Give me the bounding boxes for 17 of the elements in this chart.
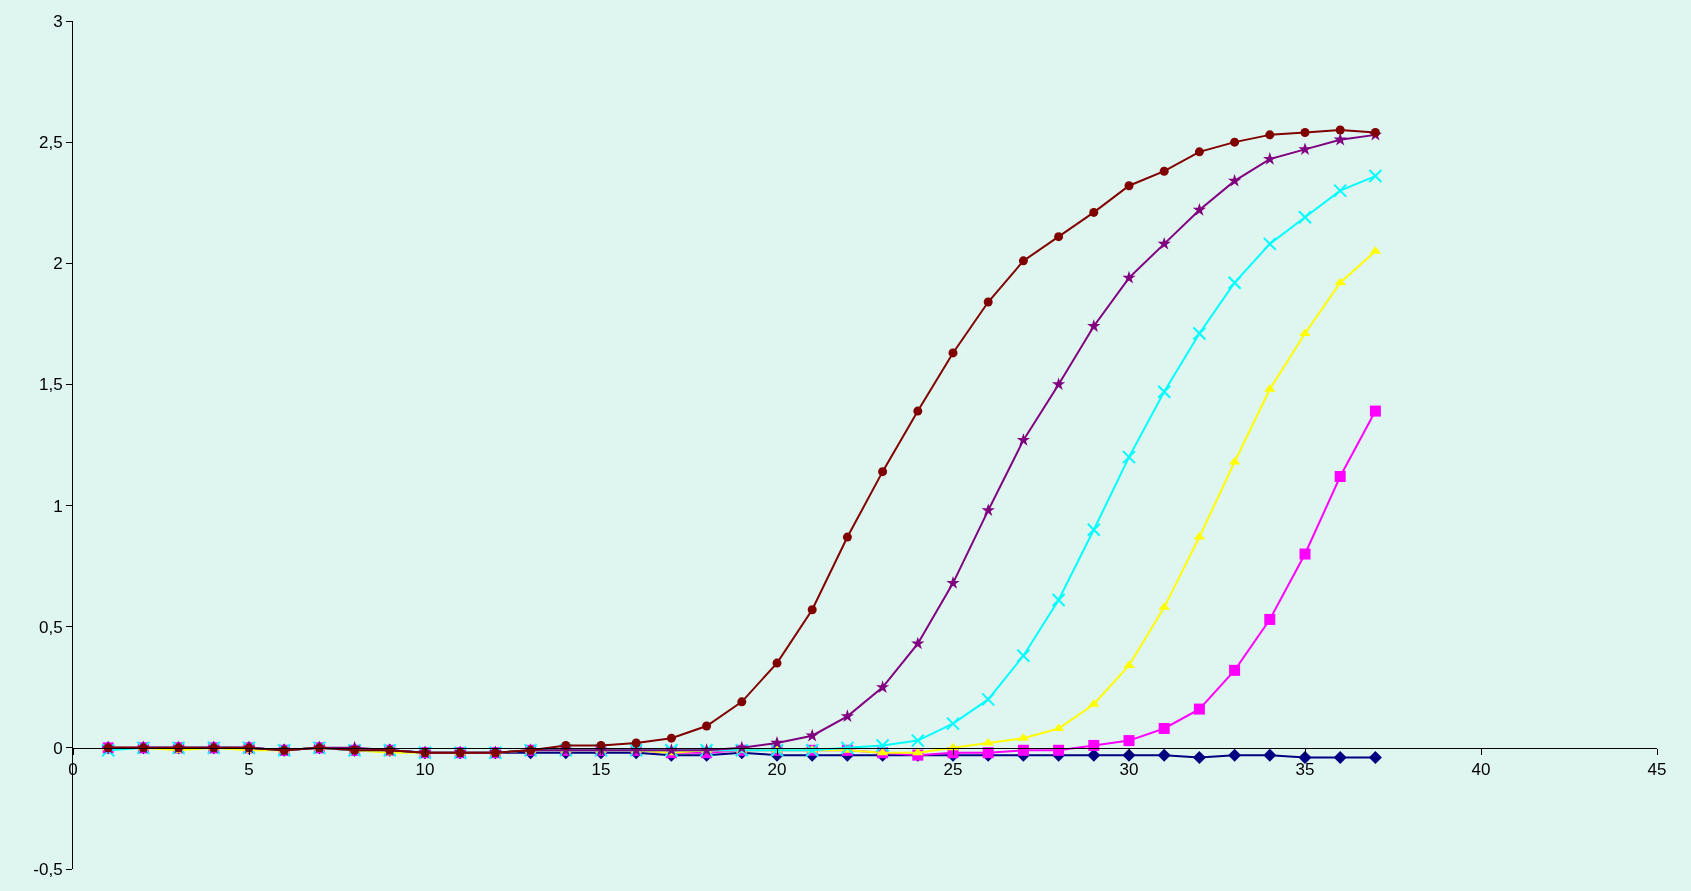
x-tick-label: 20 xyxy=(767,760,787,780)
x-tick-label: 5 xyxy=(244,760,254,780)
y-tick-label: 0 xyxy=(53,738,63,758)
x-tick-label: 35 xyxy=(1295,760,1315,780)
y-tick-label: 2,5 xyxy=(38,133,63,153)
y-tick-label: 2 xyxy=(53,254,63,274)
x-tick-label: 40 xyxy=(1471,760,1491,780)
y-tick-label: 0,5 xyxy=(38,617,63,637)
y-tick-label: 3 xyxy=(53,11,63,31)
y-tick-label: 1,5 xyxy=(38,375,63,395)
x-tick-label: 30 xyxy=(1119,760,1139,780)
x-tick-label: 45 xyxy=(1647,760,1667,780)
x-tick-label: 25 xyxy=(943,760,963,780)
y-tick-label: -0,5 xyxy=(33,859,63,879)
x-tick-label: 15 xyxy=(591,760,611,780)
x-tick-label: 10 xyxy=(415,760,435,780)
y-tick-label: 1 xyxy=(53,496,63,516)
